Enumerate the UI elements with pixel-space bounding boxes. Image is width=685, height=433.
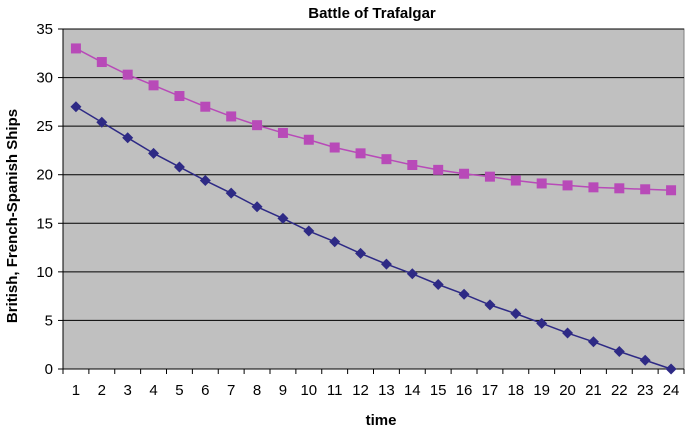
- data-point-diamond: [665, 363, 677, 375]
- data-point-square: [536, 178, 547, 189]
- data-point-diamond: [70, 101, 82, 113]
- x-tick-label: 3: [124, 382, 132, 399]
- x-tick-label: 23: [637, 382, 654, 399]
- data-point-diamond: [432, 278, 444, 290]
- y-tick-label: 10: [36, 264, 53, 281]
- data-point-diamond: [173, 161, 185, 173]
- data-point-square: [252, 120, 263, 131]
- data-point-diamond: [329, 236, 341, 248]
- x-tick-label: 7: [227, 382, 235, 399]
- x-tick-label: 1: [72, 382, 80, 399]
- data-point-diamond: [613, 346, 625, 358]
- x-tick-label: 19: [533, 382, 550, 399]
- series-2-line: [75, 106, 672, 370]
- series-1: [70, 43, 677, 196]
- data-point-square: [614, 183, 625, 194]
- data-point-diamond: [587, 336, 599, 348]
- x-tick-label: 8: [253, 382, 261, 399]
- data-point-square: [666, 185, 677, 196]
- data-point-square: [459, 168, 470, 179]
- data-point-square: [381, 154, 392, 165]
- x-tick-label: 20: [559, 382, 576, 399]
- series-2: [70, 101, 677, 375]
- y-tick-label: 30: [36, 70, 53, 87]
- data-point-diamond: [406, 268, 418, 280]
- y-tick-label: 15: [36, 215, 53, 232]
- data-point-diamond: [510, 308, 522, 320]
- x-tick-label: 4: [149, 382, 157, 399]
- y-tick-label: 35: [36, 21, 53, 38]
- x-tick-label: 2: [98, 382, 106, 399]
- y-tick-label: 20: [36, 167, 53, 184]
- data-point-square: [588, 182, 599, 193]
- data-point-diamond: [355, 247, 367, 259]
- series-group: [70, 43, 677, 375]
- data-point-square: [484, 171, 495, 182]
- x-tick-label: 21: [585, 382, 602, 399]
- data-point-diamond: [122, 132, 134, 144]
- data-point-square: [277, 127, 288, 138]
- data-point-diamond: [536, 317, 548, 329]
- x-tick-label: 22: [611, 382, 628, 399]
- data-point-diamond: [148, 147, 160, 159]
- data-point-diamond: [380, 258, 392, 270]
- x-tick-label: 18: [507, 382, 524, 399]
- data-point-square: [226, 111, 237, 122]
- data-point-square: [433, 164, 444, 175]
- data-point-square: [303, 134, 314, 145]
- data-point-diamond: [458, 288, 470, 300]
- data-point-diamond: [303, 225, 315, 237]
- data-point-diamond: [277, 212, 289, 224]
- x-tick-label: 6: [201, 382, 209, 399]
- data-point-diamond: [484, 299, 496, 311]
- x-tick-label: 12: [352, 382, 369, 399]
- data-point-square: [148, 80, 159, 91]
- data-point-square: [640, 184, 651, 195]
- x-tick-label: 15: [430, 382, 447, 399]
- x-tick-label: 24: [663, 382, 680, 399]
- y-axis-label: British, French-Spanish Ships: [4, 109, 21, 323]
- data-point-square: [96, 57, 107, 68]
- gridlines: [63, 28, 684, 321]
- data-point-diamond: [562, 327, 574, 339]
- data-point-square: [407, 160, 418, 170]
- x-axis-ticks: 1 2 3 4 5 6 7 8 9 10 11 12 13 14 15 16 17 18 19 20 21 22 23 24: [62, 369, 685, 399]
- data-point-square: [174, 91, 185, 102]
- x-tick-label: 14: [404, 382, 421, 399]
- data-point-square: [329, 142, 340, 153]
- x-tick-label: 13: [378, 382, 395, 399]
- x-tick-label: 17: [482, 382, 499, 399]
- y-tick-label: 0: [45, 361, 53, 378]
- data-point-square: [562, 180, 573, 191]
- x-tick-label: 10: [300, 382, 317, 399]
- y-tick-label: 5: [45, 312, 53, 329]
- data-point-diamond: [639, 354, 651, 366]
- chart-title: Battle of Trafalgar: [308, 5, 436, 22]
- x-tick-label: 9: [279, 382, 287, 399]
- data-point-diamond: [225, 187, 237, 199]
- data-point-diamond: [199, 175, 211, 187]
- y-tick-label: 25: [36, 118, 53, 135]
- data-point-square: [70, 43, 81, 54]
- plot-area: [62, 28, 685, 370]
- data-point-square: [122, 69, 133, 80]
- data-point-square: [355, 148, 366, 159]
- x-tick-label: 5: [175, 382, 183, 399]
- x-tick-label: 11: [327, 382, 343, 399]
- data-point-diamond: [251, 201, 263, 213]
- x-tick-label: 16: [456, 382, 473, 399]
- y-axis-ticks: 0 5 10 15 20 25 30 35: [36, 21, 63, 378]
- data-point-diamond: [96, 116, 108, 128]
- data-point-square: [200, 101, 211, 112]
- data-point-square: [510, 175, 521, 186]
- x-axis-label: time: [366, 412, 397, 429]
